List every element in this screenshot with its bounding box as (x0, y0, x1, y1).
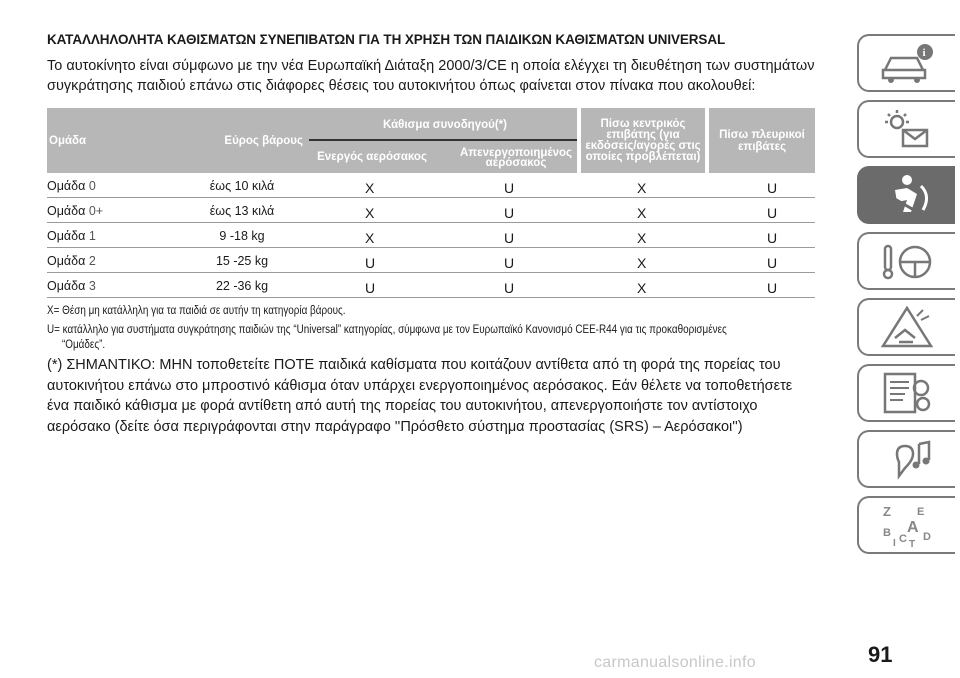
cell-rear-side: U (767, 280, 778, 296)
header-rear-side: Πίσω πλευρικοί επιβάτες (709, 108, 815, 173)
row-weight: έως 13 κιλά (209, 204, 275, 218)
cell-rear-center: X (637, 205, 647, 221)
row-weight: έως 10 κιλά (209, 179, 275, 193)
tab-steering-start[interactable] (857, 232, 955, 290)
cell-airbag-inactive: U (504, 180, 515, 196)
cell-rear-side: U (767, 205, 778, 221)
cell-airbag-inactive: U (504, 280, 515, 296)
cell-rear-center: X (637, 180, 647, 196)
watermark: carmanualsonline.info (594, 654, 756, 671)
multimedia-icon (895, 440, 931, 480)
cell-airbag-inactive: U (504, 205, 515, 221)
index-letter: T (909, 539, 915, 548)
table-row: Ομάδα 1 9 -18 kg X U X U (47, 223, 815, 248)
tab-warning-lights[interactable] (857, 100, 955, 158)
tab-multimedia[interactable] (857, 430, 955, 488)
page-number: 91 (868, 642, 893, 667)
table-row: Ομάδα 3 22 -36 kg U U X U (47, 273, 815, 298)
index-letter: D (923, 531, 931, 543)
header-weight: Εύρος βάρους (159, 108, 309, 173)
index-letter: A (907, 519, 919, 536)
index-letter: B (883, 527, 891, 539)
cell-airbag-active: X (365, 205, 375, 221)
intro-paragraph: Το αυτοκίνητο είναι σύμφωνο με την νέα Ε… (47, 58, 815, 94)
header-rear-center: Πίσω κεντρικός επιβάτης (για εκδόσεις/αγ… (581, 108, 705, 173)
row-weight: 15 -25 kg (215, 254, 269, 268)
warning-paragraph: (*) ΣΗΜΑΝΤΙΚΟ: ΜΗΝ τοποθετείτε ΠΟΤΕ παιδ… (47, 357, 793, 435)
table-row: Ομάδα 0 έως 10 κιλά X U X U (47, 173, 815, 198)
cell-airbag-inactive: U (504, 255, 515, 271)
tab-maintenance[interactable] (857, 364, 955, 422)
section-heading: ΚΑΤΑΛΛΗΛΟΛΗΤΑ ΚΑΘΙΣΜΑΤΩΝ ΣΥΝΕΠΙΒΑΤΩΝ ΓΙΑ… (47, 32, 726, 47)
table-row: Ομάδα 0+ έως 13 κιλά X U X U (47, 198, 815, 223)
header-divider (309, 139, 581, 141)
index-letter: E (917, 506, 924, 518)
cell-airbag-active: X (365, 230, 375, 246)
tab-car-info[interactable]: i (857, 34, 955, 92)
cell-rear-center: X (637, 230, 647, 246)
seat-safety-icon (892, 175, 928, 216)
cell-rear-side: U (767, 255, 778, 271)
header-airbag-active: Ενεργός αερόσακος (317, 151, 427, 163)
tab-seat-safety[interactable] (857, 166, 955, 224)
table-header: Ομάδα Εύρος βάρους Κάθισμα συνοδηγού(*) … (47, 108, 815, 173)
row-group: Ομάδα 0 (47, 179, 96, 193)
cell-rear-center: X (637, 280, 647, 296)
cell-airbag-active: X (365, 180, 375, 196)
row-group: Ομάδα 1 (47, 229, 96, 243)
cell-rear-side: U (767, 230, 778, 246)
chapter-sidebar: i Z E A B C D T I (853, 34, 960, 562)
index-icon: Z E A B C D T I (883, 504, 931, 548)
row-group: Ομάδα 3 (47, 279, 96, 293)
cell-airbag-active: U (365, 280, 376, 296)
index-letter: I (893, 538, 896, 548)
note-x: X= Θέση μη κατάλληλη για τα παιδιά σε αυ… (47, 305, 346, 317)
emergency-icon (880, 305, 934, 348)
note-u-cont: “Ομάδες”. (62, 339, 106, 351)
cell-airbag-inactive: U (504, 230, 515, 246)
cell-airbag-active: U (365, 255, 376, 271)
seat-suitability-table: Ομάδα Εύρος βάρους Κάθισμα συνοδηγού(*) … (47, 108, 815, 298)
header-group: Ομάδα (47, 108, 159, 173)
row-weight: 22 -36 kg (215, 279, 269, 293)
index-letter: C (899, 533, 907, 545)
row-group: Ομάδα 0+ (47, 204, 104, 218)
row-group: Ομάδα 2 (47, 254, 96, 268)
steering-start-icon (882, 244, 932, 280)
tab-emergency[interactable] (857, 298, 955, 356)
header-gap (705, 108, 709, 173)
car-info-icon: i (881, 44, 933, 83)
header-gap (577, 108, 581, 173)
table-row: Ομάδα 2 15 -25 kg U U X U (47, 248, 815, 273)
maintenance-icon (883, 372, 931, 414)
note-u: U= κατάλληλο για συστήματα συγκράτησης π… (47, 324, 727, 336)
index-letter: Z (883, 504, 891, 519)
warning-lights-icon (885, 110, 929, 148)
tab-index[interactable]: Z E A B C D T I (857, 496, 955, 554)
cell-rear-side: U (767, 180, 778, 196)
row-weight: 9 -18 kg (219, 229, 265, 243)
header-airbag-inactive: Απενεργοποιημένος αερόσακος (460, 146, 572, 169)
header-front-seat: Κάθισμα συνοδηγού(*) (383, 119, 507, 131)
cell-rear-center: X (637, 255, 647, 271)
svg-text:i: i (923, 47, 926, 59)
